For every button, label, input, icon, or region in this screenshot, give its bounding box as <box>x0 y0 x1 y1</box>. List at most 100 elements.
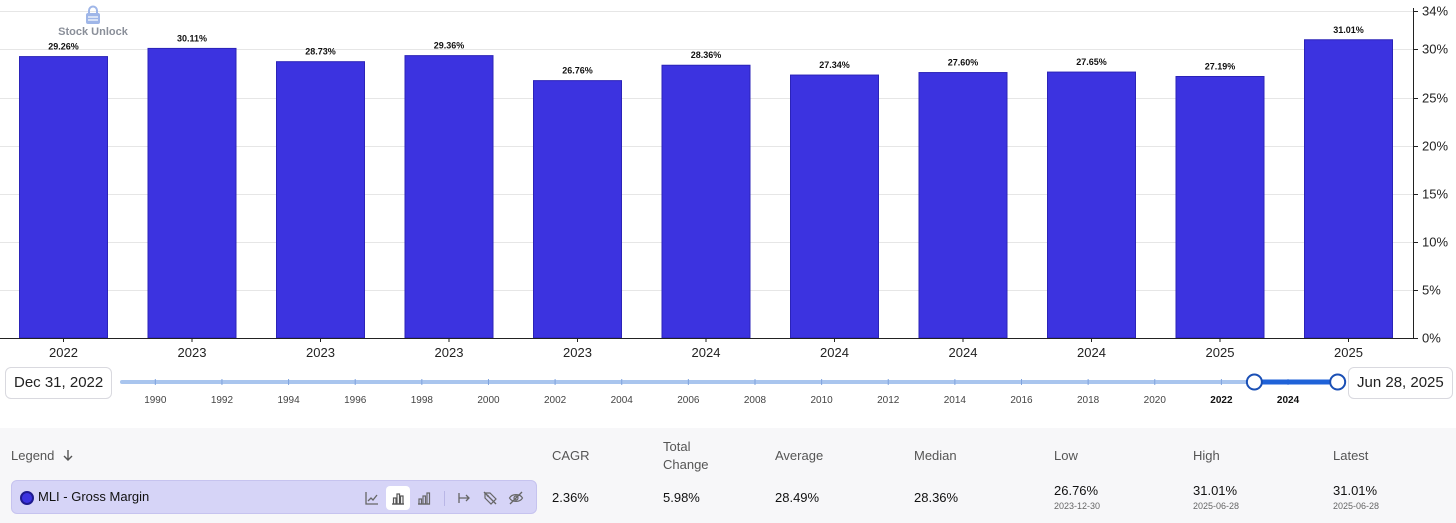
bar-chart-icon <box>392 493 404 505</box>
y-tick-label: 30% <box>1422 42 1448 57</box>
x-tick-labels: 2022 2023 2023 2023 2023 2024 2024 2024 2024 2025… <box>49 338 1363 360</box>
slider-year-label: 1992 <box>211 395 234 406</box>
toolbar-divider <box>444 491 445 506</box>
slider-year-label: 1994 <box>277 395 300 406</box>
slider-year-label: 2008 <box>744 395 767 406</box>
high-date: 2025-06-28 <box>1193 501 1240 511</box>
slider-year-label: 1990 <box>144 395 167 406</box>
bar-data-label: 26.76% <box>562 66 593 76</box>
slider-year-label: 2018 <box>1077 395 1100 406</box>
bar[interactable] <box>661 64 751 339</box>
bars <box>19 39 1393 339</box>
total-change-value: 5.98% <box>663 490 700 505</box>
bar-chart: 29.26% 30.11% 28.73% 29.36% 26.76% 28.36% 27.3… <box>0 4 1448 360</box>
bar[interactable] <box>276 61 365 339</box>
hide-series-button[interactable] <box>504 486 528 510</box>
data-labels: 29.26% 30.11% 28.73% 29.36% 26.76% 28.36% 27.3… <box>48 25 1364 76</box>
slider-end-handle[interactable] <box>1329 373 1347 391</box>
watermark: Stock Unlock <box>58 5 129 38</box>
slider-year-label: 2002 <box>544 395 567 406</box>
sort-down-icon <box>63 450 73 461</box>
legend-header[interactable]: Legend <box>11 447 74 465</box>
line-chart-icon <box>365 492 378 505</box>
slider-year-label: 2016 <box>1010 395 1033 406</box>
lock-icon <box>86 5 100 24</box>
series-color-dot <box>20 491 34 505</box>
bar[interactable] <box>790 74 879 339</box>
slider-year-label: 2022 <box>1210 395 1233 406</box>
x-tick-label: 2023 <box>178 345 207 360</box>
y-tick-label: 5% <box>1422 283 1441 298</box>
y-tick-label: 15% <box>1422 187 1448 202</box>
x-tick-label: 2022 <box>49 345 78 360</box>
slider-year-label: 1998 <box>411 395 434 406</box>
bar[interactable] <box>918 72 1008 339</box>
end-date-box[interactable]: Jun 28, 2025 <box>1348 367 1453 399</box>
bar-data-label: 30.11% <box>177 33 207 43</box>
tag-off-icon <box>483 491 497 505</box>
bar-data-label: 28.73% <box>305 47 336 57</box>
y-tick-label: 20% <box>1422 139 1448 154</box>
latest-date: 2025-06-28 <box>1333 501 1380 511</box>
x-tick-label: 2024 <box>692 345 721 360</box>
total-change-header-line2: Change <box>663 457 709 472</box>
slider-year-label: 2020 <box>1144 395 1167 406</box>
slider-year-label: 2024 <box>1277 395 1300 406</box>
series-legend-item[interactable]: MLI - Gross Margin <box>11 480 537 514</box>
total-change-header-line1: Total <box>663 439 691 454</box>
slider-year-label: 2014 <box>944 395 967 406</box>
x-tick-label: 2024 <box>949 345 978 360</box>
bar-data-label: 28.36% <box>691 50 722 60</box>
bar[interactable] <box>147 47 237 339</box>
bar-data-label: 31.01% <box>1333 25 1364 35</box>
x-tick-label: 2025 <box>1334 345 1363 360</box>
bar[interactable] <box>1175 75 1265 339</box>
cagr-value: 2.36% <box>552 490 589 505</box>
average-header: Average <box>775 448 824 463</box>
bar-data-label: 29.36% <box>434 41 465 51</box>
bar[interactable] <box>1047 71 1136 339</box>
slider-year-label: 2012 <box>877 395 900 406</box>
slider-start-handle[interactable] <box>1245 373 1263 391</box>
low-date: 2023-12-30 <box>1054 501 1101 511</box>
median-header: Median <box>914 448 957 463</box>
latest-header: Latest <box>1333 448 1369 463</box>
x-tick-label: 2023 <box>563 345 592 360</box>
high-header: High <box>1193 448 1220 463</box>
average-value: 28.49% <box>775 490 820 505</box>
y-tick-label: 10% <box>1422 235 1448 250</box>
y-tick-label: 0% <box>1422 331 1441 346</box>
y-tick-label: 25% <box>1422 91 1448 106</box>
slider-year-label: 2006 <box>677 395 700 406</box>
bar[interactable] <box>404 55 494 339</box>
x-tick-label: 2023 <box>306 345 335 360</box>
range-button[interactable] <box>452 486 476 510</box>
cagr-header: CAGR <box>552 448 590 463</box>
hide-labels-button[interactable] <box>478 486 502 510</box>
x-tick-label: 2023 <box>435 345 464 360</box>
slider-year-label: 2000 <box>477 395 500 406</box>
bar[interactable] <box>533 80 622 339</box>
x-tick-label: 2024 <box>820 345 849 360</box>
median-value: 28.36% <box>914 490 959 505</box>
slider-year-label: 2010 <box>810 395 833 406</box>
bar-chart-button[interactable] <box>386 486 410 510</box>
line-chart-button[interactable] <box>360 486 384 510</box>
bar[interactable] <box>1304 39 1393 339</box>
slider-year-label: 1996 <box>344 395 367 406</box>
y-tick-label: 34% <box>1422 4 1448 19</box>
range-icon <box>458 493 470 503</box>
high-value: 31.01% <box>1193 483 1238 498</box>
total-change-header: Total Change <box>663 438 709 474</box>
slider-year-labels: 1990 1992 1994 1996 1998 2000 2002 2004 2006 2008… <box>144 395 1299 406</box>
bar-data-label: 27.19% <box>1205 61 1236 71</box>
bar[interactable] <box>19 56 108 339</box>
x-tick-label: 2025 <box>1206 345 1235 360</box>
low-value: 26.76% <box>1054 483 1099 498</box>
low-header: Low <box>1054 448 1078 463</box>
range-slider[interactable]: 1990 1992 1994 1996 1998 2000 2002 2004 2006 2008… <box>0 360 1456 410</box>
grouped-bar-chart-button[interactable] <box>412 486 436 510</box>
start-date-box[interactable]: Dec 31, 2022 <box>5 367 113 399</box>
series-name: MLI - Gross Margin <box>38 489 150 504</box>
eye-off-icon <box>508 491 524 505</box>
